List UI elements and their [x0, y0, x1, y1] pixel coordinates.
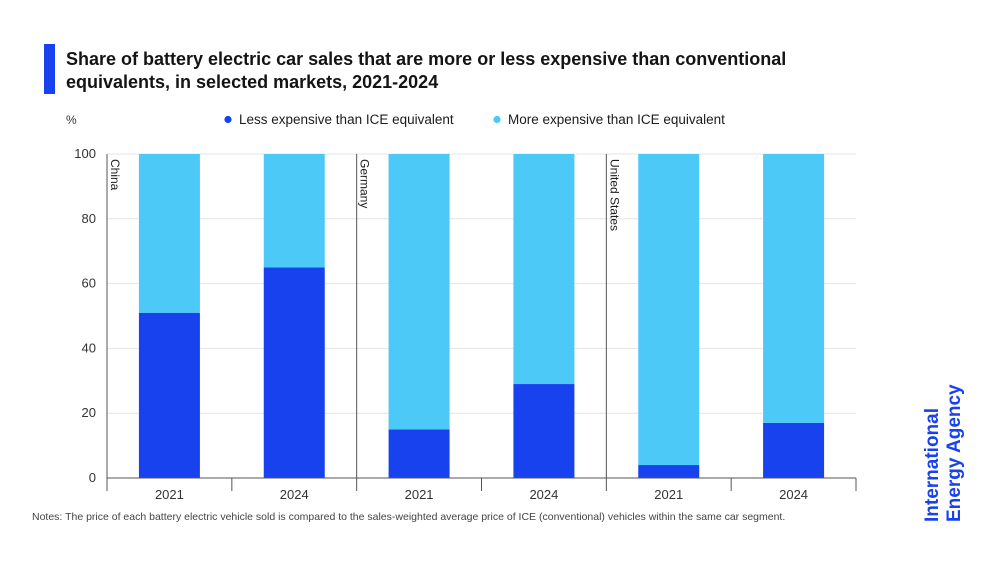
bar-less-expensive	[513, 384, 575, 478]
logo-text-line-1: International	[922, 408, 943, 522]
y-tick-label: 0	[89, 470, 96, 485]
y-tick-label: 20	[82, 405, 96, 420]
panel-label: Germany	[358, 159, 372, 208]
x-tick-label: 2024	[779, 487, 808, 502]
legend-label: Less expensive than ICE equivalent	[239, 112, 454, 127]
bar-more-expensive	[263, 154, 325, 268]
bar-less-expensive	[763, 422, 825, 478]
bar-less-expensive	[388, 429, 450, 478]
legend-marker	[224, 115, 232, 124]
bar-more-expensive	[513, 154, 575, 385]
bar-more-expensive	[638, 154, 700, 466]
legend-label: More expensive than ICE equivalent	[508, 112, 725, 127]
y-tick-label: 80	[82, 211, 96, 226]
x-tick-label: 2021	[654, 487, 683, 502]
chart-notes: Notes: The price of each battery electri…	[32, 511, 786, 523]
bar-less-expensive	[263, 267, 325, 478]
title-accent-bar	[44, 44, 55, 94]
y-tick-label: 60	[82, 276, 96, 291]
y-tick-label: 40	[82, 340, 96, 355]
panel-label: China	[108, 159, 122, 191]
bar-more-expensive	[138, 154, 200, 313]
x-tick-label: 2021	[405, 487, 434, 502]
bar-less-expensive	[638, 465, 700, 478]
bar-more-expensive	[763, 154, 825, 423]
x-tick-label: 2024	[529, 487, 558, 502]
y-tick-label: 100	[74, 146, 96, 161]
chart-title: Share of battery electric car sales that…	[66, 49, 787, 92]
panel-label: United States	[607, 159, 621, 231]
iea-logo: International Energy Agency	[922, 384, 965, 522]
logo-text-line-2: Energy Agency	[944, 384, 965, 522]
bar-more-expensive	[388, 154, 450, 430]
legend-marker	[493, 115, 501, 124]
x-tick-label: 2024	[280, 487, 309, 502]
y-unit-label: %	[66, 113, 77, 127]
x-tick-label: 2021	[155, 487, 184, 502]
bar-less-expensive	[138, 312, 200, 478]
